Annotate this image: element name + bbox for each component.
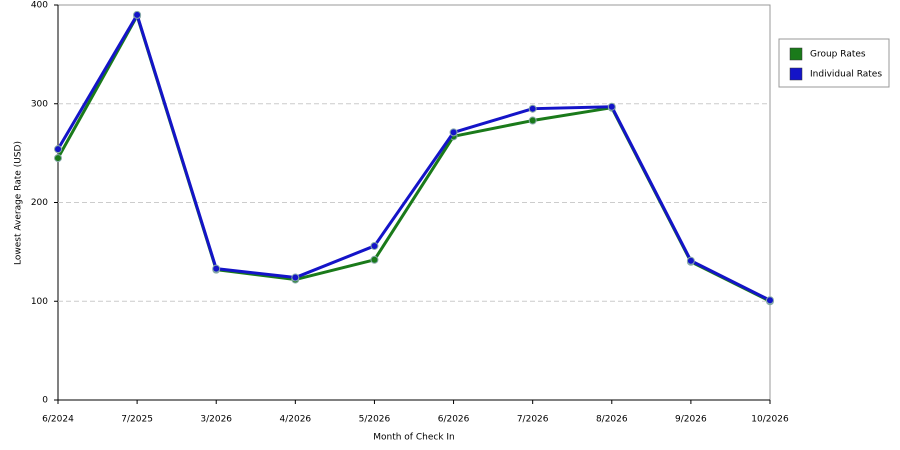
data-point — [54, 145, 62, 154]
data-point — [54, 154, 62, 163]
data-point — [291, 273, 300, 282]
x-tick-label: 8/2026 — [596, 415, 628, 425]
y-axis-label: Lowest Average Rate (USD) — [14, 141, 24, 265]
x-axis-label: Month of Check In — [373, 433, 455, 443]
legend-swatch — [789, 67, 803, 81]
x-tick-label: 4/2026 — [279, 415, 311, 425]
legend-swatch — [789, 47, 803, 61]
x-tick-label: 9/2026 — [675, 415, 707, 425]
data-point — [133, 10, 142, 19]
x-tick-label: 7/2025 — [121, 415, 153, 425]
series-line — [56, 14, 771, 303]
data-point — [370, 255, 379, 264]
x-tick-label: 6/2024 — [42, 415, 74, 425]
y-tick-label: 300 — [31, 99, 48, 109]
x-tick-label: 10/2026 — [751, 415, 789, 425]
data-point — [686, 256, 695, 265]
legend-label: Group Rates — [810, 50, 866, 60]
data-point — [370, 241, 379, 250]
data-point — [528, 116, 537, 125]
y-tick-label: 100 — [31, 297, 48, 307]
series-line — [56, 13, 771, 302]
data-point — [607, 102, 616, 111]
y-tick-label: 400 — [31, 1, 48, 11]
x-tick-label: 3/2026 — [200, 415, 232, 425]
data-point — [212, 264, 221, 273]
x-tick-label: 6/2026 — [438, 415, 470, 425]
data-point — [528, 104, 537, 113]
x-tick-label: 5/2026 — [359, 415, 391, 425]
data-point — [449, 128, 458, 137]
y-tick-label: 200 — [31, 198, 48, 208]
legend-label: Individual Rates — [810, 70, 882, 80]
data-point — [766, 296, 774, 305]
x-tick-label: 7/2026 — [517, 415, 549, 425]
y-tick-label: 0 — [42, 396, 48, 406]
